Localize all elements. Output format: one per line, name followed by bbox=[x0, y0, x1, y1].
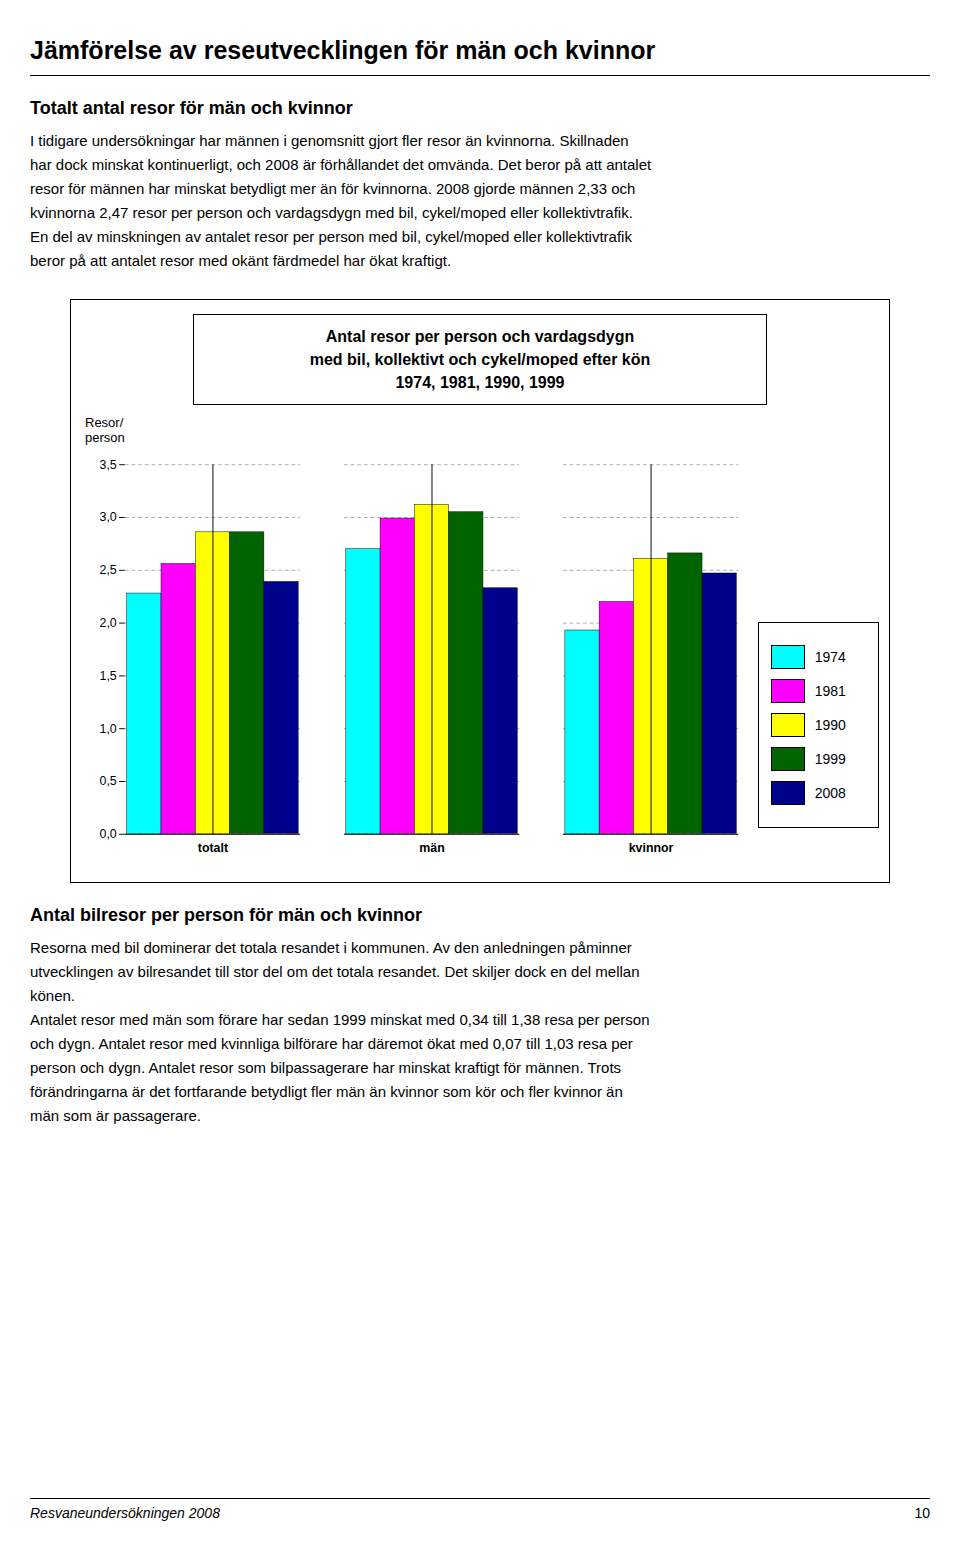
html-text:1999: 1999 bbox=[814, 751, 846, 768]
svg-text:1,0: 1,0 bbox=[100, 722, 117, 736]
svg-text:totalt: totalt bbox=[198, 841, 228, 855]
html-text:person och dygn. Antalet resor: person och dygn. Antalet resor som bilpa… bbox=[30, 1059, 622, 1077]
html-text:Antal resor per person och var: Antal resor per person och vardagsdygn m… bbox=[309, 328, 651, 391]
svg-text:2,0: 2,0 bbox=[100, 616, 117, 630]
svg-text:3,5: 3,5 bbox=[100, 458, 117, 472]
html-text:Resor/ person: Resor/ person bbox=[85, 415, 125, 445]
html-text:könen.: könen. bbox=[30, 987, 75, 1005]
svg-text:3,0: 3,0 bbox=[100, 510, 117, 524]
html-text:2008: 2008 bbox=[814, 785, 846, 802]
html-text:Resorna med bil dominerar det: Resorna med bil dominerar det totala res… bbox=[30, 939, 632, 957]
html-text:beror på att antalet resor med: beror på att antalet resor med okänt fär… bbox=[30, 252, 452, 269]
html-text:Resvaneundersökningen 2008: Resvaneundersökningen 2008 bbox=[30, 1505, 220, 1521]
html-text:1990: 1990 bbox=[814, 717, 846, 734]
html-text:och dygn. Antalet resor med kv: och dygn. Antalet resor med kvinnliga bi… bbox=[30, 1035, 633, 1053]
html-text:En del av minskningen av antal: En del av minskningen av antalet resor p… bbox=[30, 228, 632, 245]
html-text:Jämförelse av reseutvecklingen: Jämförelse av reseutvecklingen för män o… bbox=[30, 36, 656, 64]
html-text:I tidigare undersökningar har: I tidigare undersökningar har männen i g… bbox=[30, 132, 629, 149]
html-text:10: 10 bbox=[914, 1505, 930, 1521]
svg-text:män: män bbox=[419, 841, 444, 855]
html-text:har dock minskat kontinuerligt: har dock minskat kontinuerligt, och 2008… bbox=[30, 156, 652, 173]
svg-text:0,0: 0,0 bbox=[100, 827, 117, 841]
html-text:resor för männen har minskat b: resor för männen har minskat betydligt m… bbox=[30, 180, 636, 197]
svg-text:0,5: 0,5 bbox=[100, 774, 117, 788]
html-text:män som är passagerare.: män som är passagerare. bbox=[30, 1107, 201, 1125]
svg-text:1,5: 1,5 bbox=[100, 669, 117, 683]
html-text:1981: 1981 bbox=[814, 683, 846, 700]
svg-text:kvinnor: kvinnor bbox=[629, 841, 674, 855]
html-text:kvinnorna 2,47 resor per perso: kvinnorna 2,47 resor per person och vard… bbox=[30, 204, 633, 221]
html-text:Totalt antal resor för män och: Totalt antal resor för män och kvinnor bbox=[30, 98, 353, 118]
svg-text:2,5: 2,5 bbox=[100, 563, 117, 577]
html-text:Antalet resor med män som föra: Antalet resor med män som förare har sed… bbox=[30, 1011, 650, 1029]
html-text:1974: 1974 bbox=[814, 649, 846, 666]
html-text:förändringarna är det fortfara: förändringarna är det fortfarande betydl… bbox=[30, 1083, 623, 1101]
html-text:utvecklingen av bilresandet ti: utvecklingen av bilresandet till stor de… bbox=[30, 963, 640, 981]
html-text:Antal bilresor per person för: Antal bilresor per person för män och kv… bbox=[30, 905, 423, 926]
